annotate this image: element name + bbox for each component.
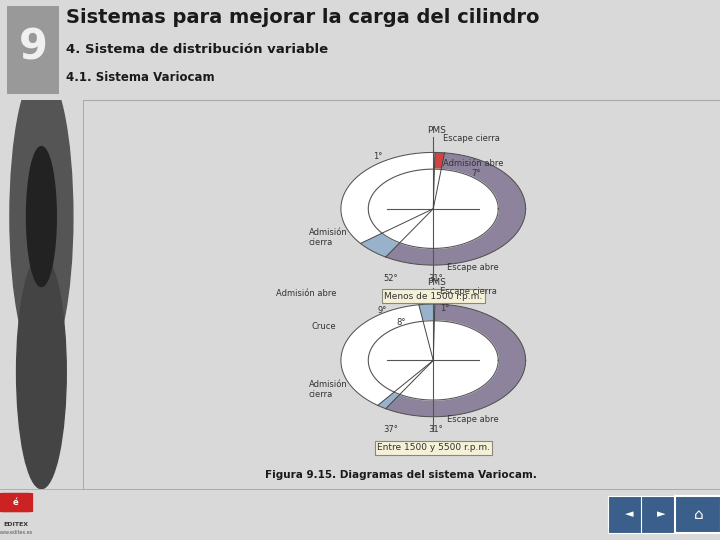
Polygon shape [341,152,526,265]
Text: 52°: 52° [384,274,398,282]
Text: 4. Sistema de distribución variable: 4. Sistema de distribución variable [66,43,328,57]
Text: ⌂: ⌂ [693,507,703,522]
Text: Admisión abre: Admisión abre [276,289,336,299]
Text: Admisión: Admisión [309,228,347,237]
Text: 8°: 8° [396,318,405,327]
FancyBboxPatch shape [0,493,33,512]
Text: Sistemas para mejorar la carga del cilindro: Sistemas para mejorar la carga del cilin… [66,9,540,28]
Polygon shape [368,321,498,400]
Text: Cruce: Cruce [312,322,336,331]
Text: Escape abre: Escape abre [447,415,499,424]
Polygon shape [386,152,526,265]
Text: 37°: 37° [383,425,398,434]
Polygon shape [386,304,526,417]
FancyBboxPatch shape [608,496,650,533]
Text: 31°: 31° [428,274,444,282]
Text: EDITEX: EDITEX [4,522,28,527]
Polygon shape [361,153,526,265]
Text: Escape cierra: Escape cierra [440,287,497,295]
FancyBboxPatch shape [675,496,720,533]
Text: 7°: 7° [472,170,481,178]
Text: cierra: cierra [309,390,333,399]
Circle shape [17,255,66,489]
Polygon shape [378,304,526,417]
Text: Menos de 1500 r.p.m.: Menos de 1500 r.p.m. [384,292,482,301]
Text: Escape abre: Escape abre [447,264,499,273]
Circle shape [27,146,56,287]
Text: PMS: PMS [427,126,446,136]
Bar [83,100,720,489]
Text: ◄: ◄ [625,509,634,519]
FancyBboxPatch shape [7,6,59,94]
Text: 4.1. Sistema Variocam: 4.1. Sistema Variocam [66,71,215,84]
Text: 9°: 9° [378,306,387,315]
Text: 1°: 1° [440,304,449,313]
Text: Admisión abre: Admisión abre [443,159,503,168]
Text: PMS: PMS [427,278,446,287]
Text: www.editex.es: www.editex.es [0,530,33,535]
Text: 1°: 1° [373,152,382,161]
Text: Entre 1500 y 5500 r.p.m.: Entre 1500 y 5500 r.p.m. [377,443,490,453]
Polygon shape [341,304,526,417]
Text: é: é [13,498,19,507]
Text: cierra: cierra [309,238,333,247]
Polygon shape [368,169,498,248]
Text: 9: 9 [19,27,48,69]
Text: 31°: 31° [428,425,444,434]
Text: Figura 9.15. Diagramas del sistema Variocam.: Figura 9.15. Diagramas del sistema Vario… [266,470,537,480]
FancyBboxPatch shape [641,496,683,533]
Text: Escape cierra: Escape cierra [443,134,500,143]
Text: ►: ► [657,509,666,519]
Circle shape [10,69,73,364]
Text: Admisión: Admisión [309,380,347,389]
